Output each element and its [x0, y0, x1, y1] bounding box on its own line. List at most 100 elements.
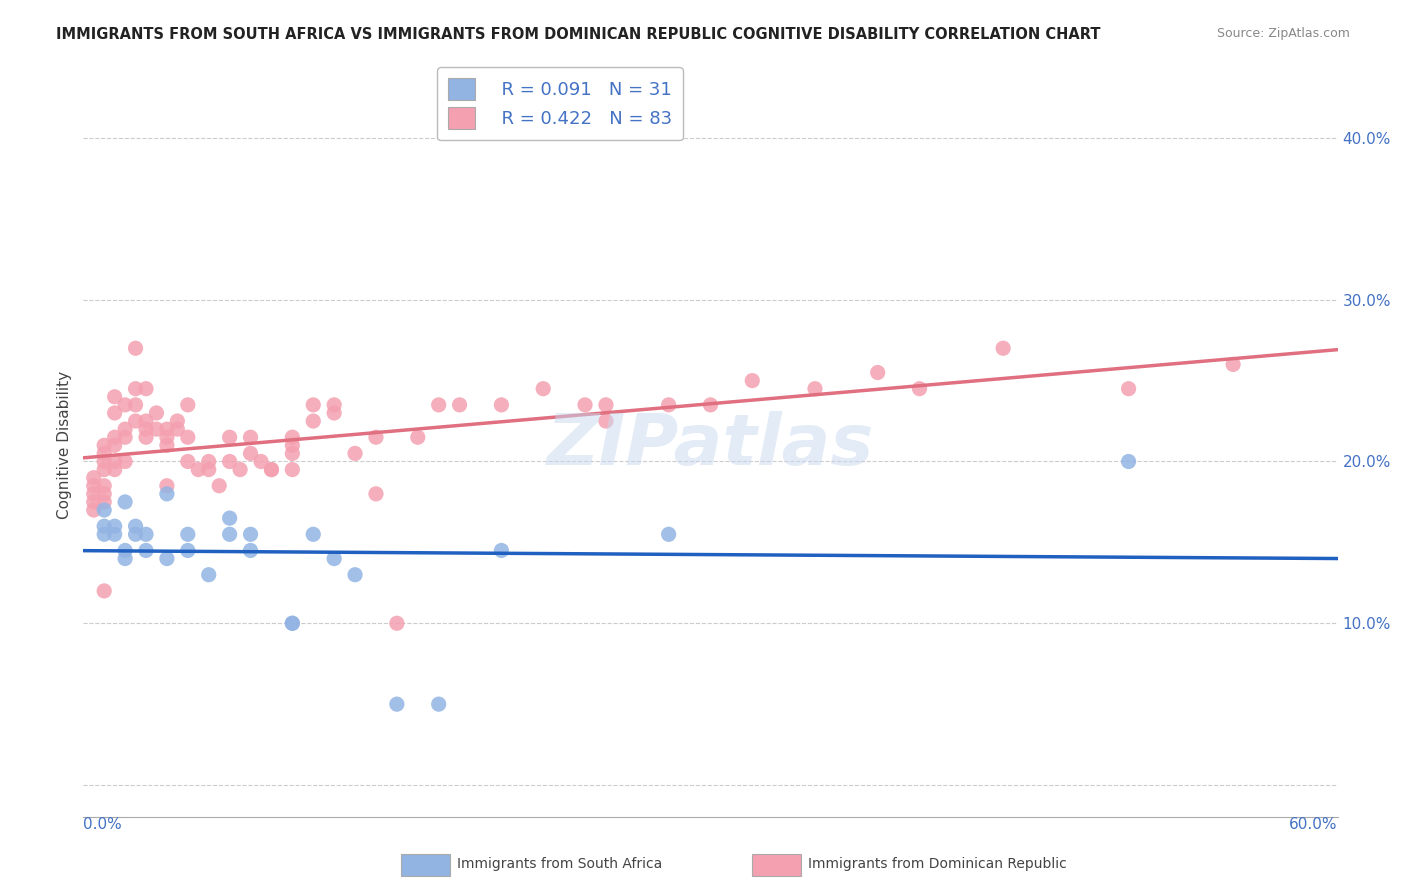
Point — [177, 527, 200, 541]
Point — [344, 567, 367, 582]
Point — [218, 454, 240, 468]
Point — [104, 406, 127, 420]
Point — [93, 519, 115, 533]
Text: 60.0%: 60.0% — [1289, 817, 1337, 832]
Point — [323, 406, 346, 420]
Point — [83, 471, 105, 485]
Point — [385, 616, 408, 631]
Point — [239, 527, 262, 541]
Point — [1118, 454, 1140, 468]
Legend:   R = 0.091   N = 31,   R = 0.422   N = 83: R = 0.091 N = 31, R = 0.422 N = 83 — [437, 68, 682, 140]
Point — [83, 495, 105, 509]
Point — [135, 382, 157, 396]
Point — [281, 616, 304, 631]
Point — [93, 527, 115, 541]
Point — [344, 446, 367, 460]
Point — [124, 414, 146, 428]
Point — [595, 414, 617, 428]
Point — [908, 382, 931, 396]
Point — [135, 543, 157, 558]
Point — [114, 398, 136, 412]
Point — [114, 422, 136, 436]
Text: 0.0%: 0.0% — [83, 817, 122, 832]
Point — [658, 398, 681, 412]
Point — [449, 398, 471, 412]
Point — [156, 430, 179, 444]
Point — [260, 462, 283, 476]
Point — [166, 422, 188, 436]
Point — [135, 527, 157, 541]
Point — [104, 462, 127, 476]
Point — [114, 543, 136, 558]
Point — [93, 462, 115, 476]
Point — [239, 430, 262, 444]
Point — [302, 527, 325, 541]
Point — [114, 551, 136, 566]
Point — [281, 462, 304, 476]
Text: Source: ZipAtlas.com: Source: ZipAtlas.com — [1216, 27, 1350, 40]
Point — [93, 487, 115, 501]
Point — [177, 398, 200, 412]
Y-axis label: Cognitive Disability: Cognitive Disability — [58, 371, 72, 519]
Text: ZIPatlas: ZIPatlas — [547, 411, 875, 480]
Point — [104, 438, 127, 452]
Point — [135, 430, 157, 444]
Point — [281, 430, 304, 444]
Point — [804, 382, 827, 396]
Text: Immigrants from South Africa: Immigrants from South Africa — [457, 857, 662, 871]
Point — [145, 422, 167, 436]
Point — [1222, 358, 1244, 372]
Point — [991, 341, 1014, 355]
Point — [302, 414, 325, 428]
Point — [177, 454, 200, 468]
Point — [124, 527, 146, 541]
Point — [364, 430, 387, 444]
Point — [114, 495, 136, 509]
Point — [427, 697, 450, 711]
Point — [156, 438, 179, 452]
Point — [124, 519, 146, 533]
Point — [250, 454, 273, 468]
Point — [156, 487, 179, 501]
Point — [218, 511, 240, 525]
Point — [208, 479, 231, 493]
Point — [491, 398, 513, 412]
Point — [218, 430, 240, 444]
Point — [574, 398, 596, 412]
Point — [281, 616, 304, 631]
Text: IMMIGRANTS FROM SOUTH AFRICA VS IMMIGRANTS FROM DOMINICAN REPUBLIC COGNITIVE DIS: IMMIGRANTS FROM SOUTH AFRICA VS IMMIGRAN… — [56, 27, 1101, 42]
Point — [866, 366, 889, 380]
Point — [699, 398, 721, 412]
Point — [260, 462, 283, 476]
Point — [93, 495, 115, 509]
Point — [239, 543, 262, 558]
Point — [239, 446, 262, 460]
Point — [302, 398, 325, 412]
Point — [427, 398, 450, 412]
Point — [364, 487, 387, 501]
Point — [104, 390, 127, 404]
Point — [135, 422, 157, 436]
Point — [531, 382, 554, 396]
Point — [145, 406, 167, 420]
Point — [124, 382, 146, 396]
Point — [197, 454, 219, 468]
Point — [93, 446, 115, 460]
Text: Immigrants from Dominican Republic: Immigrants from Dominican Republic — [808, 857, 1067, 871]
Point — [83, 479, 105, 493]
Point — [93, 503, 115, 517]
Point — [218, 527, 240, 541]
Point — [156, 551, 179, 566]
Point — [177, 543, 200, 558]
Point — [595, 398, 617, 412]
Point — [197, 567, 219, 582]
Point — [187, 462, 209, 476]
Point — [83, 503, 105, 517]
Point — [156, 422, 179, 436]
Point — [741, 374, 763, 388]
Point — [93, 454, 115, 468]
Point — [124, 341, 146, 355]
Point — [93, 438, 115, 452]
Point — [104, 430, 127, 444]
Point — [281, 446, 304, 460]
